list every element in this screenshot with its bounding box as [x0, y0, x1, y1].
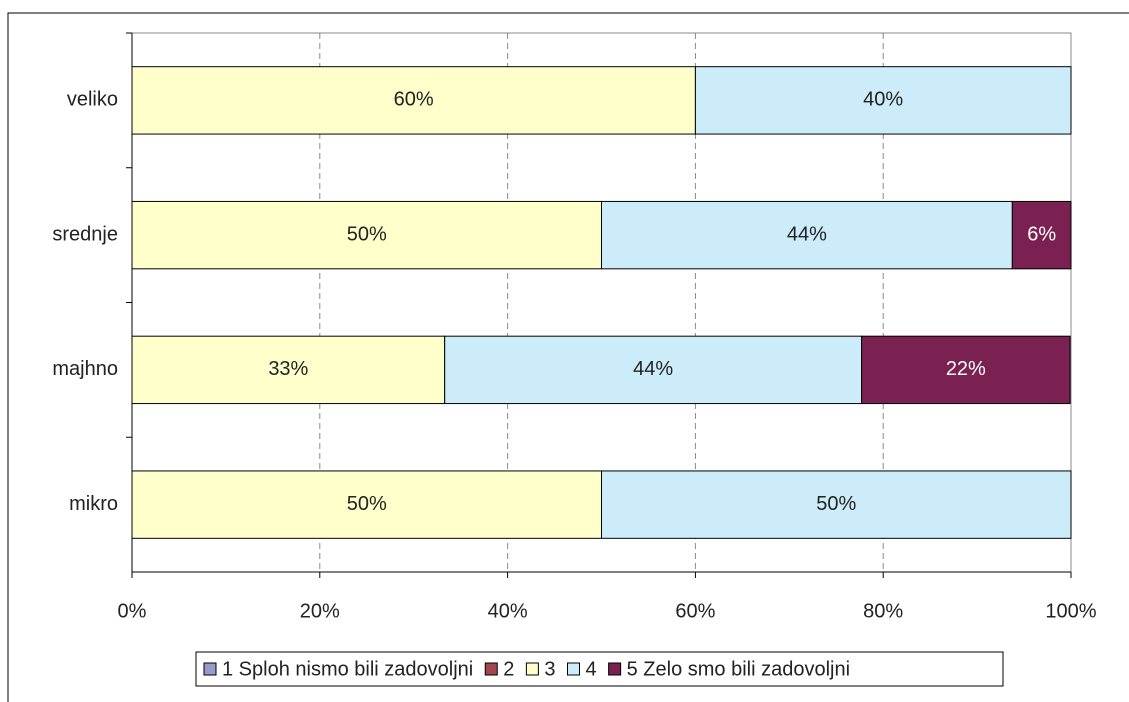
legend-swatch — [525, 662, 539, 676]
data-label: 44% — [787, 223, 827, 245]
x-tick-label: 60% — [675, 600, 715, 622]
data-label: 60% — [394, 89, 434, 111]
legend-label: 3 — [544, 658, 555, 680]
x-tick-label: 20% — [300, 600, 340, 622]
x-tick-label: 80% — [863, 600, 903, 622]
legend-swatch — [203, 662, 217, 676]
bar-segment — [131, 335, 446, 405]
y-tick-label: veliko — [67, 89, 118, 111]
y-tick-label: mikro — [69, 493, 118, 515]
legend-swatch — [567, 662, 580, 676]
bar-segment — [131, 200, 602, 270]
data-label: 6% — [1027, 223, 1056, 245]
data-label: 22% — [946, 358, 986, 380]
y-tick-label: srednje — [52, 223, 118, 245]
bar-segment — [861, 335, 1071, 405]
legend-label: 4 — [586, 658, 597, 680]
legend-swatch — [484, 662, 498, 676]
data-label: 44% — [633, 358, 673, 380]
x-tick-label: 0% — [118, 600, 147, 622]
data-label: 50% — [816, 493, 856, 515]
x-tick-label: 40% — [488, 600, 528, 622]
legend-swatch — [608, 662, 622, 676]
bar-segment — [444, 335, 863, 405]
legend-box — [195, 651, 1004, 687]
bar-segment — [694, 66, 1072, 135]
data-label: 33% — [268, 358, 308, 380]
bar-segment — [601, 470, 1072, 539]
bar-segment — [131, 66, 696, 135]
frame — [7, 12, 1129, 702]
y-tick-label: majhno — [52, 358, 118, 380]
data-label: 50% — [347, 493, 387, 515]
x-tick-label: 100% — [1045, 600, 1096, 622]
legend-label: 5 Zelo smo bili zadovoljni — [627, 658, 850, 680]
data-label: 50% — [347, 223, 387, 245]
bar-segment — [131, 470, 602, 539]
bar-segment — [1011, 200, 1072, 270]
data-label: 40% — [863, 89, 903, 111]
legend-label: 2 — [503, 658, 514, 680]
bar-segment — [601, 200, 1013, 270]
legend-label: 1 Sploh nismo bili zadovoljni — [222, 658, 473, 680]
